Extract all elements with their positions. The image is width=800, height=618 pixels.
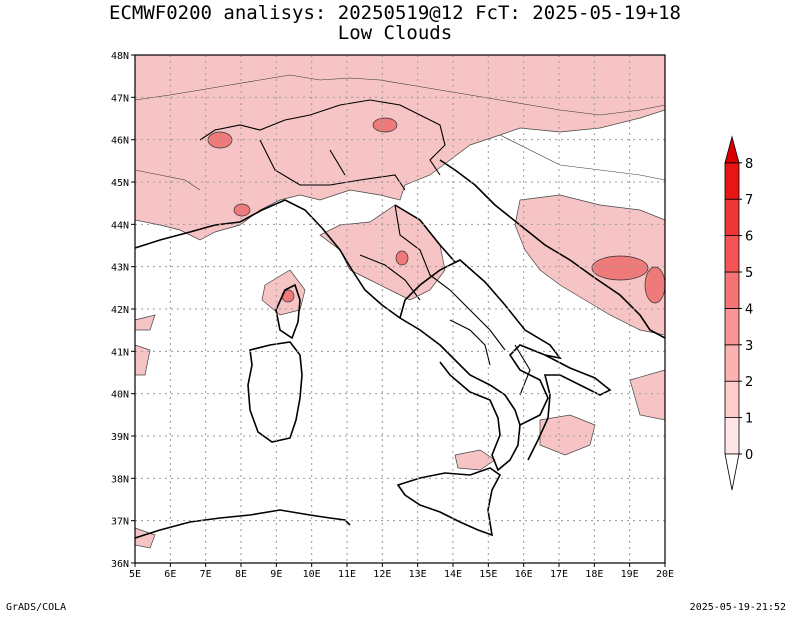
cloud-area-calabria [539,414,596,456]
lat-tick-label: 41N [111,347,129,358]
colorbar-label: 2 [745,375,753,390]
map-subtitle: Low Clouds [337,22,453,44]
lat-tick-label: 43N [111,263,129,274]
lat-tick-label: 46N [111,136,129,147]
lat-tick-label: 40N [111,390,129,401]
latitude-axis: 36N 37N 38N 39N 40N 41N 42N 43N 44N 45N 46N 47N 48N [111,51,135,570]
lat-tick-label: 48N [111,51,129,62]
lat-tick-label: 39N [111,432,129,443]
graticule [135,55,665,563]
borders [199,99,531,396]
lon-tick-label: 16E [515,569,533,580]
thin-borders [134,74,666,191]
colorbar-segment [724,307,740,346]
lat-tick-label: 36N [111,559,129,570]
colorbar-segment [724,162,740,200]
sicily-coastline [396,467,502,537]
colorbar: 0 1 2 3 4 5 6 7 8 [724,135,753,491]
colorbar-label: 4 [745,302,753,317]
cloud-core-balkan-2 [644,266,666,304]
lon-tick-label: 14E [444,569,462,580]
cloud-area-north [134,54,666,241]
cloud-area-sicily-north [454,449,496,471]
colorbar-min-arrow [724,453,740,491]
footer-right: 2025-05-19-21:52 [689,602,786,613]
france-coastline [134,221,241,249]
lat-tick-label: 37N [111,517,129,528]
sardinia-coastline [247,341,303,443]
africa-coastline [134,509,351,539]
colorbar-label: 1 [745,412,753,427]
cloud-area-apennines [319,204,446,301]
lon-tick-label: 18E [585,569,603,580]
lon-tick-label: 10E [303,569,321,580]
lon-tick-label: 8E [235,569,247,580]
colorbar-segment [724,344,740,382]
cloud-area-south-east [629,369,666,421]
cloud-area-west [134,314,156,331]
alpine-border [199,99,446,176]
cloud-area-balkans [514,194,666,336]
lon-tick-label: 7E [200,569,212,580]
lon-tick-label: 5E [129,569,141,580]
italy-coastline [239,199,612,472]
colorbar-max-arrow [724,135,740,164]
lon-tick-label: 9E [270,569,282,580]
cloud-area-west-2 [134,344,151,376]
footer-left: GrADS/COLA [6,602,67,613]
lon-tick-label: 12E [373,569,391,580]
cloud-field [134,54,666,549]
colorbar-segment [724,198,740,236]
cloud-area-southwest [134,527,156,549]
lon-tick-label: 11E [338,569,356,580]
cloud-core-balkan [591,255,649,281]
lon-tick-label: 20E [656,569,674,580]
colorbar-label: 0 [745,448,753,463]
lon-tick-label: 13E [409,569,427,580]
longitude-axis: 5E 6E 7E 8E 9E 10E 11E 12E 13E 14E 15E 16E 17E 18E 19E… [129,563,674,580]
map-title: ECMWF0200 analisys: 20250519@12 FcT: 202… [109,2,681,24]
lat-tick-label: 38N [111,474,129,485]
lat-tick-label: 47N [111,93,129,104]
colorbar-segment [724,417,740,455]
lat-tick-label: 45N [111,178,129,189]
colorbar-segment [724,380,740,419]
colorbar-segment [724,235,740,273]
lat-tick-label: 42N [111,305,129,316]
lon-tick-label: 19E [621,569,639,580]
lat-tick-label: 44N [111,220,129,231]
colorbar-segment [724,271,740,309]
lon-tick-label: 15E [479,569,497,580]
colorbar-label: 5 [745,266,753,281]
lon-tick-label: 17E [550,569,568,580]
cloud-core-liguria [233,203,251,217]
colorbar-label: 7 [745,193,753,208]
cloud-core-alps-central [372,117,398,133]
region-borders [259,139,531,396]
lon-tick-label: 6E [164,569,176,580]
colorbar-label: 6 [745,230,753,245]
colorbar-label: 8 [745,157,753,172]
colorbar-label: 3 [745,339,753,354]
cloud-core-tuscany [395,250,409,266]
